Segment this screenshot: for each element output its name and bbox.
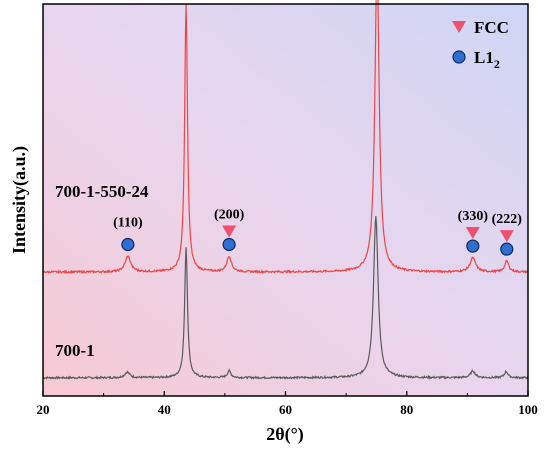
fcc-marker-(330) — [465, 227, 480, 240]
l12-marker-(222) — [500, 242, 514, 256]
peak-label-(110): (110) — [113, 215, 143, 230]
l12-marker-(200) — [222, 237, 236, 252]
annotation-layer: (110)(111)(200)(220)(330)(222) — [113, 207, 523, 256]
legend-fcc-marker — [452, 21, 466, 33]
series-line-700-1 — [42, 215, 529, 380]
x-tick-label-100: 100 — [518, 402, 538, 417]
legend: FCC L12 — [452, 18, 509, 71]
peak-label-(330): (330) — [458, 209, 489, 224]
series-layer — [42, 0, 529, 380]
series-label-700-1-550-24: 700-1-550-24 — [55, 182, 149, 201]
peak-label-(222): (222) — [492, 212, 523, 227]
fcc-marker-(222) — [499, 230, 514, 243]
series-label-700-1: 700-1 — [55, 341, 95, 360]
l12-marker-(110) — [121, 237, 135, 252]
x-axis-title: 2θ(°) — [266, 424, 304, 445]
legend-fcc-label: FCC — [474, 18, 509, 37]
legend-l12-label: L12 — [474, 48, 500, 71]
l12-marker-(330) — [466, 239, 480, 253]
y-axis-title: Intensity(a.u.) — [9, 146, 30, 254]
peak-label-(200): (200) — [214, 207, 245, 222]
legend-l12-text: L1 — [474, 48, 494, 67]
x-tick-label-40: 40 — [158, 402, 171, 417]
plot-background — [43, 4, 528, 396]
legend-l12-marker — [452, 50, 466, 64]
series-line-700-1-550-24 — [42, 0, 529, 275]
legend-l12-subscript: 2 — [494, 57, 500, 71]
fcc-marker-(200) — [222, 225, 237, 238]
x-tick-label-80: 80 — [400, 402, 413, 417]
x-tick-label-20: 20 — [37, 402, 50, 417]
x-tick-label-60: 60 — [279, 402, 292, 417]
x-axis: 20 40 60 80 100 — [37, 391, 538, 417]
